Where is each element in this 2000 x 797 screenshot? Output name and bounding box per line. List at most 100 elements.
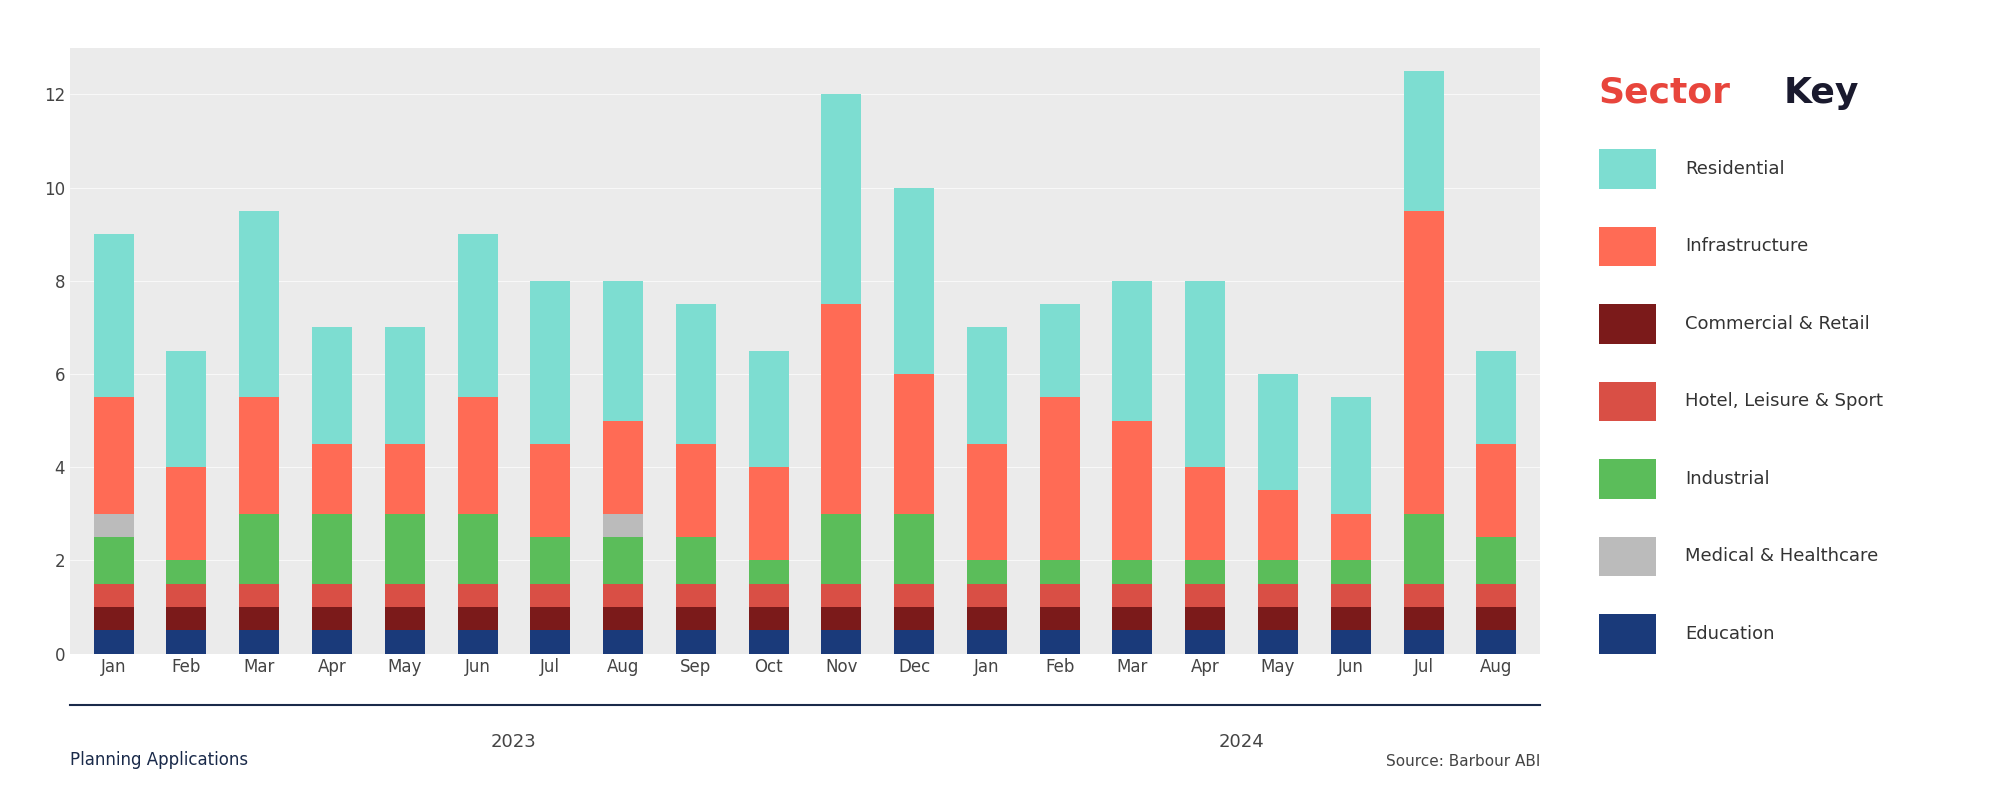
- Bar: [604, 537, 644, 583]
- Bar: [384, 444, 424, 514]
- Bar: [458, 607, 498, 630]
- Bar: [94, 630, 134, 654]
- FancyBboxPatch shape: [1598, 614, 1656, 654]
- Bar: [676, 583, 716, 607]
- Bar: [458, 234, 498, 397]
- Bar: [1476, 583, 1516, 607]
- Bar: [1404, 211, 1444, 514]
- Bar: [966, 630, 1006, 654]
- Text: Hotel, Leisure & Sport: Hotel, Leisure & Sport: [1684, 392, 1882, 410]
- FancyBboxPatch shape: [1598, 536, 1656, 576]
- Bar: [1112, 560, 1152, 583]
- Bar: [530, 607, 570, 630]
- Bar: [1186, 467, 1226, 560]
- Bar: [894, 187, 934, 374]
- Bar: [966, 328, 1006, 444]
- Bar: [748, 583, 788, 607]
- Bar: [312, 444, 352, 514]
- FancyBboxPatch shape: [1598, 459, 1656, 499]
- Bar: [822, 583, 862, 607]
- Bar: [1258, 490, 1298, 560]
- Bar: [1112, 607, 1152, 630]
- Bar: [1040, 304, 1080, 397]
- Bar: [748, 467, 788, 560]
- Bar: [1476, 537, 1516, 583]
- Bar: [384, 328, 424, 444]
- Bar: [94, 234, 134, 397]
- Bar: [1040, 397, 1080, 560]
- Bar: [1040, 607, 1080, 630]
- Bar: [1404, 514, 1444, 583]
- Bar: [894, 514, 934, 583]
- Bar: [1186, 281, 1226, 467]
- Bar: [240, 514, 280, 583]
- Bar: [1112, 583, 1152, 607]
- Text: Industrial: Industrial: [1684, 470, 1770, 488]
- Bar: [822, 94, 862, 304]
- Bar: [94, 583, 134, 607]
- Bar: [240, 583, 280, 607]
- Bar: [1112, 630, 1152, 654]
- Bar: [894, 583, 934, 607]
- Bar: [822, 514, 862, 583]
- Bar: [1186, 630, 1226, 654]
- Bar: [1330, 607, 1370, 630]
- Bar: [94, 397, 134, 514]
- Bar: [604, 421, 644, 514]
- Bar: [822, 607, 862, 630]
- FancyBboxPatch shape: [1598, 226, 1656, 266]
- Bar: [1476, 607, 1516, 630]
- Bar: [748, 607, 788, 630]
- Text: 2023: 2023: [492, 732, 536, 751]
- Bar: [1040, 583, 1080, 607]
- Text: Commercial & Retail: Commercial & Retail: [1684, 315, 1870, 333]
- Bar: [1330, 630, 1370, 654]
- Bar: [676, 607, 716, 630]
- Bar: [748, 560, 788, 583]
- Bar: [1040, 560, 1080, 583]
- Bar: [240, 630, 280, 654]
- Bar: [1404, 583, 1444, 607]
- Bar: [1330, 514, 1370, 560]
- Bar: [894, 607, 934, 630]
- Bar: [94, 514, 134, 537]
- Bar: [604, 630, 644, 654]
- Text: Residential: Residential: [1684, 160, 1784, 178]
- Bar: [166, 467, 206, 560]
- Text: Planning Applications: Planning Applications: [70, 751, 248, 769]
- Bar: [312, 607, 352, 630]
- Text: 2024: 2024: [1218, 732, 1264, 751]
- Bar: [166, 630, 206, 654]
- Bar: [1476, 351, 1516, 444]
- Bar: [822, 304, 862, 514]
- Bar: [748, 630, 788, 654]
- Bar: [1258, 583, 1298, 607]
- Bar: [312, 328, 352, 444]
- Bar: [676, 630, 716, 654]
- Bar: [458, 514, 498, 583]
- Bar: [604, 281, 644, 421]
- Bar: [530, 583, 570, 607]
- Bar: [676, 444, 716, 537]
- Text: Medical & Healthcare: Medical & Healthcare: [1684, 548, 1878, 565]
- Bar: [458, 583, 498, 607]
- Bar: [530, 630, 570, 654]
- Bar: [312, 514, 352, 583]
- Bar: [894, 630, 934, 654]
- Bar: [1330, 560, 1370, 583]
- Bar: [384, 607, 424, 630]
- Bar: [748, 351, 788, 467]
- Bar: [1258, 630, 1298, 654]
- Bar: [1330, 583, 1370, 607]
- Bar: [530, 281, 570, 444]
- Bar: [384, 514, 424, 583]
- Bar: [1258, 607, 1298, 630]
- Bar: [384, 583, 424, 607]
- Bar: [166, 351, 206, 467]
- Bar: [458, 397, 498, 514]
- Bar: [966, 607, 1006, 630]
- Bar: [1330, 397, 1370, 514]
- Bar: [166, 607, 206, 630]
- Bar: [604, 583, 644, 607]
- Bar: [1258, 374, 1298, 490]
